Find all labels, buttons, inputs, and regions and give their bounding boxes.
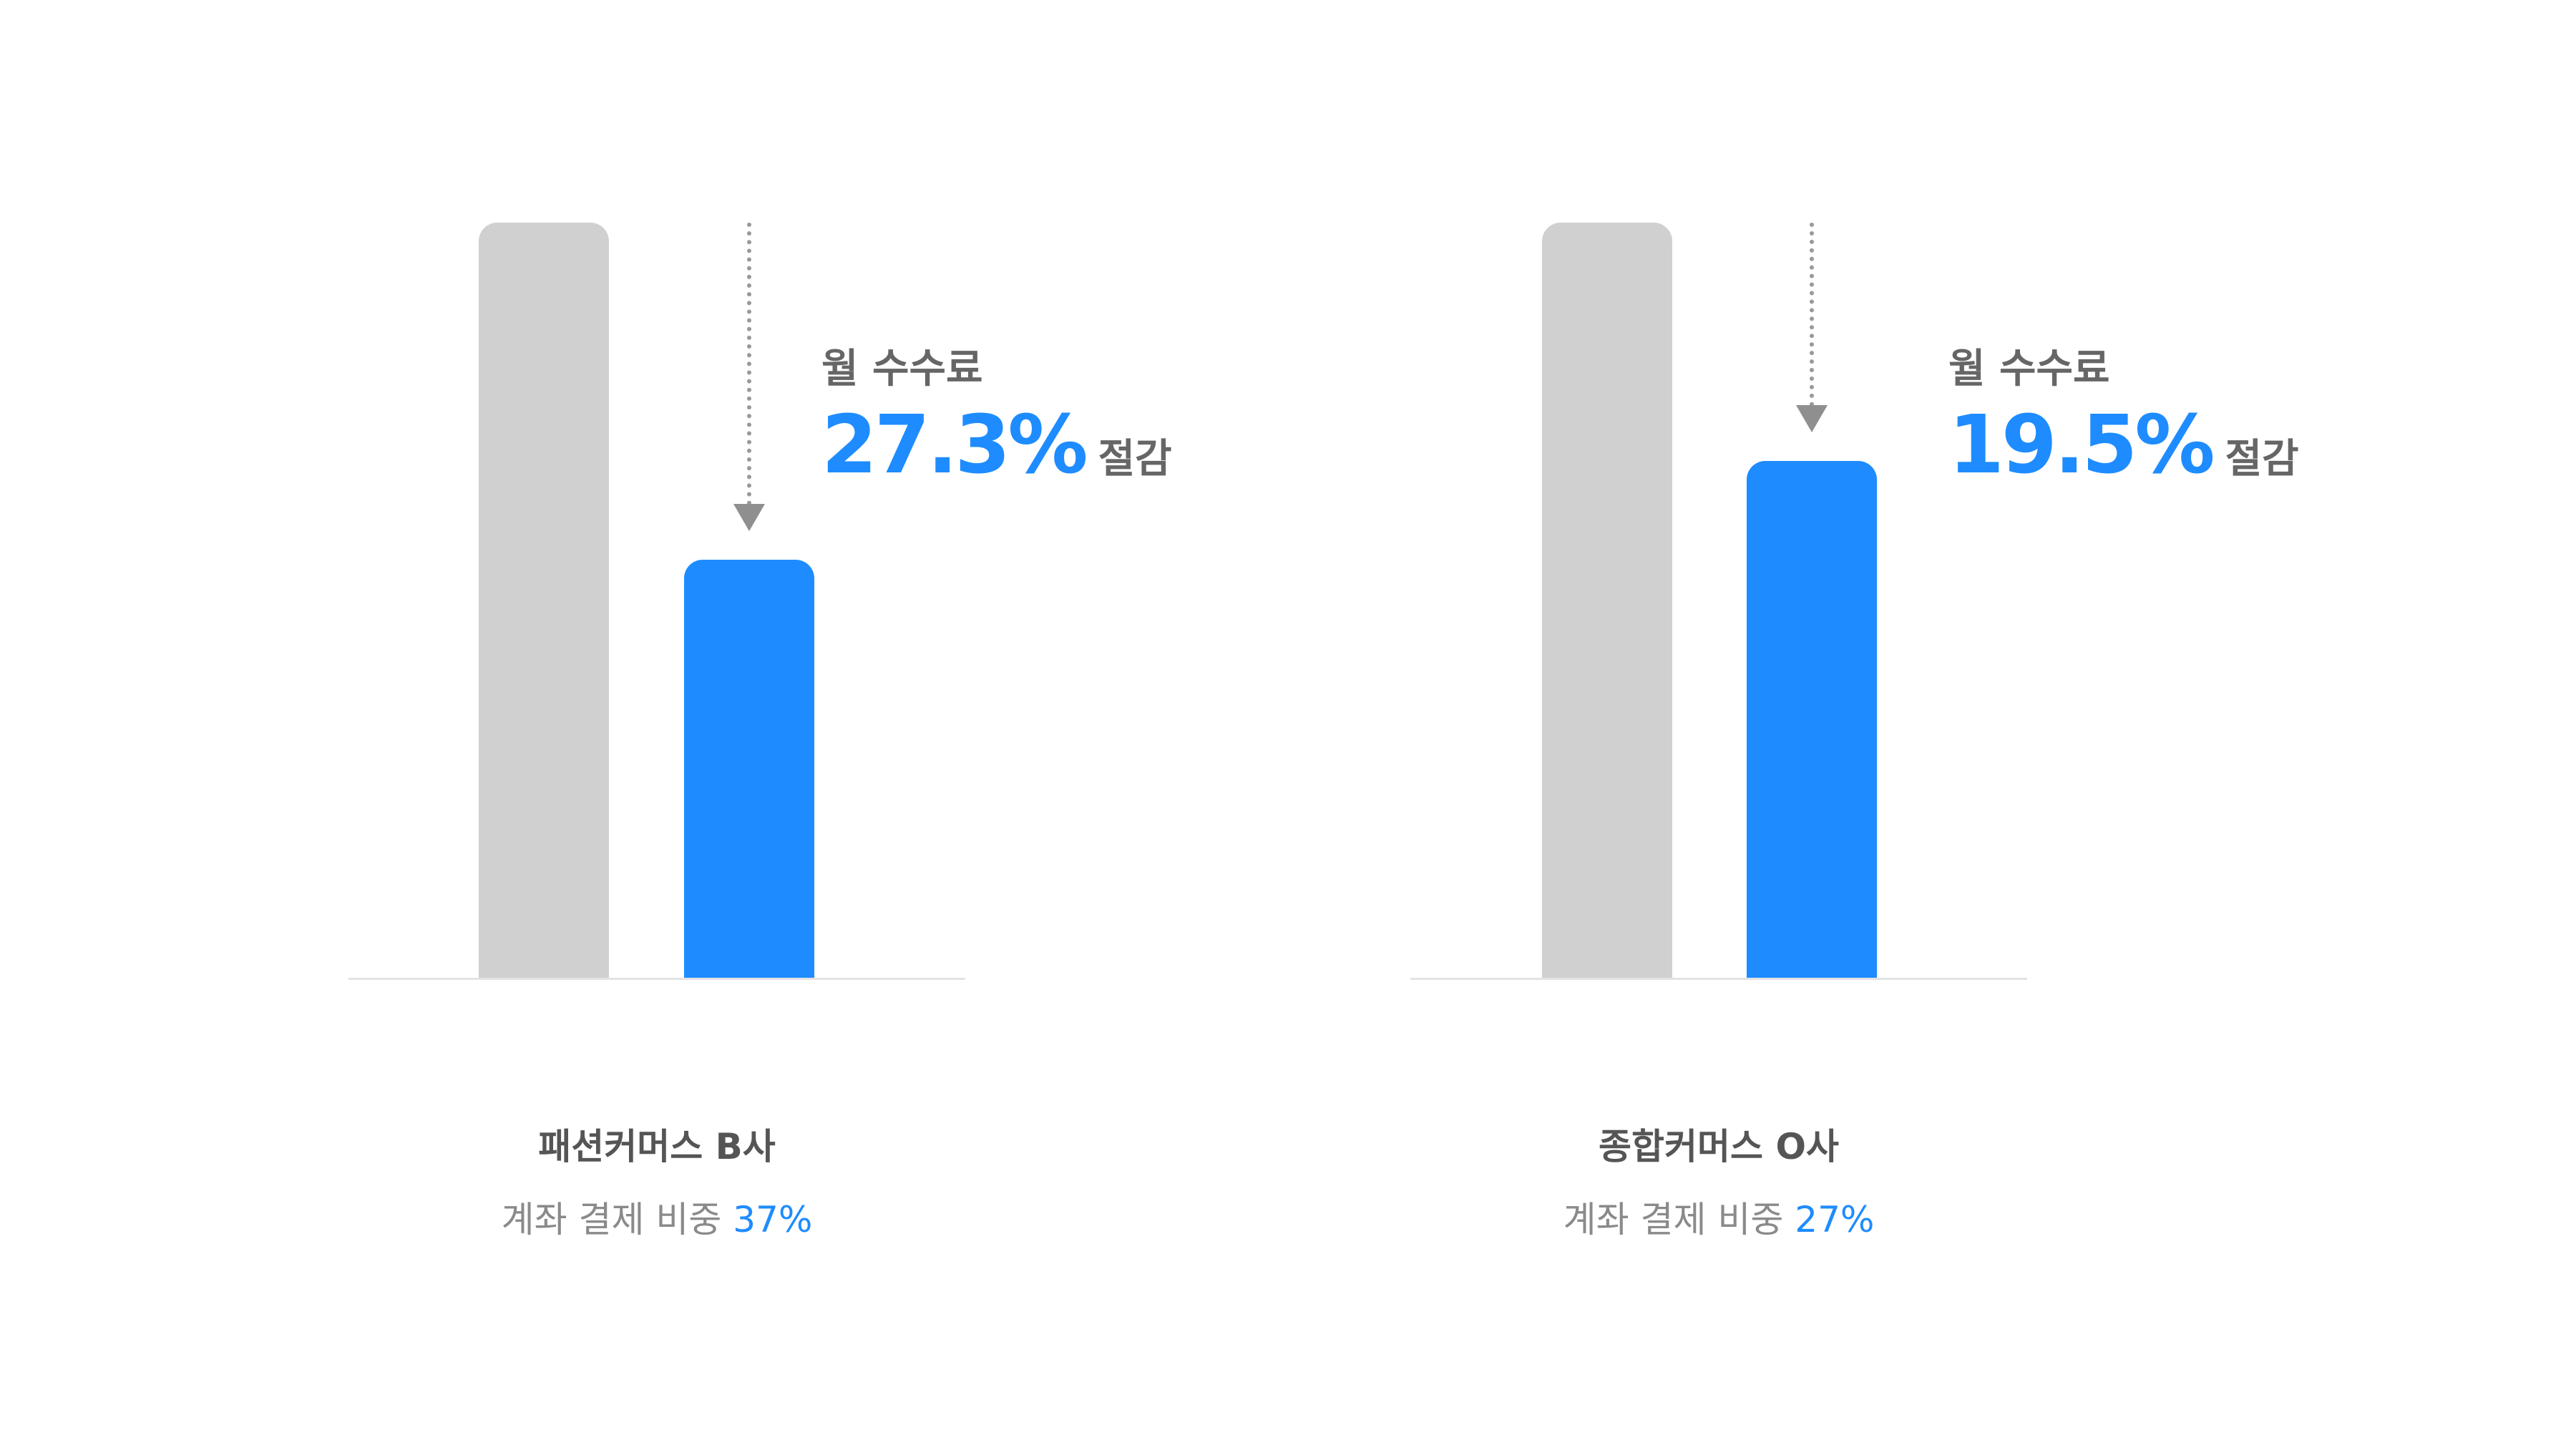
category-label: 종합커머스 O사 계좌 결제 비중 27% (1410, 1118, 2027, 1243)
bar-before (1542, 223, 1672, 978)
annotation-title: 월 수수료 (1948, 346, 2110, 392)
bar-after (1747, 460, 1877, 978)
company-name: 패션커머스 B사 (538, 1126, 776, 1167)
reduction-value: 27.3% (821, 399, 1088, 492)
share-value: 37% (733, 1199, 813, 1240)
bar-before (479, 223, 609, 978)
share-value: 27% (1795, 1199, 1875, 1240)
annotation: 월 수수료 19.5% 절감 (1948, 346, 2299, 486)
share-label: 계좌 결제 비중 (1563, 1199, 1784, 1240)
baseline (1410, 978, 2027, 980)
category-label: 패션커머스 B사 계좌 결제 비중 37% (348, 1118, 965, 1243)
chart-panel-b: 월 수수료 27.3% 절감 패션커머스 B사 계좌 결제 비중 37% (348, 0, 1422, 1453)
reduction-suffix: 절감 (2225, 436, 2299, 482)
baseline (348, 978, 965, 980)
reduction-suffix: 절감 (1098, 436, 1172, 482)
bar-after (684, 559, 814, 978)
annotation: 월 수수료 27.3% 절감 (821, 346, 1172, 486)
company-name: 종합커머스 O사 (1599, 1126, 1839, 1167)
annotation-title: 월 수수료 (821, 346, 983, 392)
reduction-value: 19.5% (1948, 399, 2215, 492)
share-label: 계좌 결제 비중 (501, 1199, 722, 1240)
chart-panel-o: 월 수수료 19.5% 절감 종합커머스 O사 계좌 결제 비중 27% (1410, 0, 2484, 1453)
